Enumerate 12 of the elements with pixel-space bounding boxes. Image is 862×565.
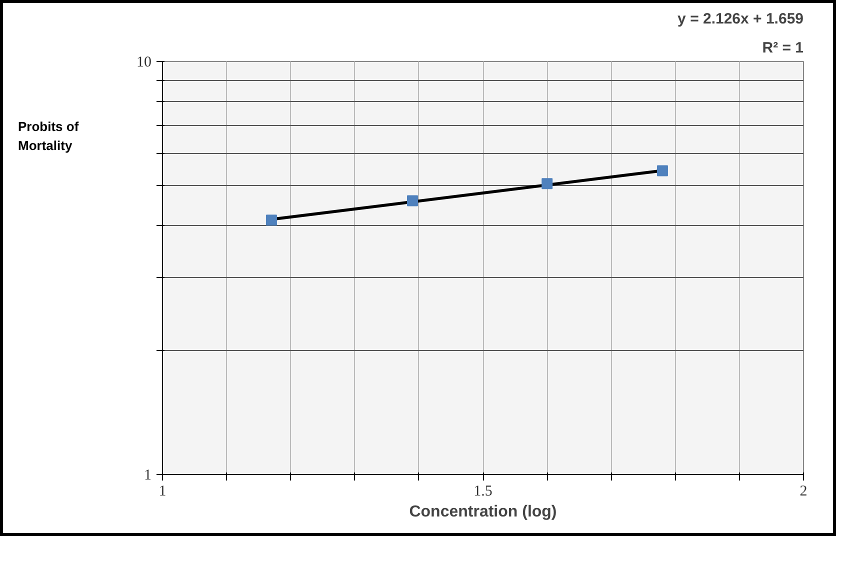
point bbox=[406, 195, 418, 206]
text: y = 2.126x + 1.659 bbox=[678, 10, 804, 28]
x-tick-label: 1.5 bbox=[474, 484, 492, 500]
point bbox=[542, 178, 553, 190]
y-tick-label: 10 bbox=[136, 54, 152, 70]
point bbox=[656, 165, 668, 176]
x-tick-label: 1 bbox=[158, 484, 166, 500]
x-tick-label: 2 bbox=[800, 484, 808, 500]
text: R² = 1 bbox=[762, 40, 804, 56]
point bbox=[266, 214, 277, 226]
y-axis-title: Probits of Mortality bbox=[18, 118, 79, 155]
x-axis-title: Concentration (log) bbox=[409, 504, 557, 520]
